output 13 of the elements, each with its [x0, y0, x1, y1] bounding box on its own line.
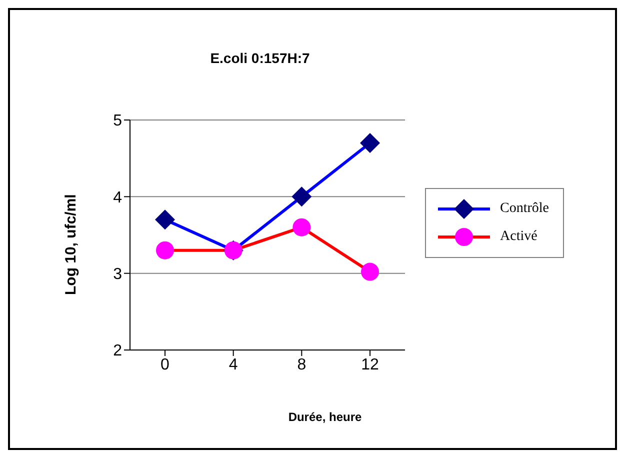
legend-label: Contrôle — [500, 201, 549, 217]
x-tick-label: 12 — [361, 356, 379, 374]
x-axis-title: Durée, heure — [287, 410, 363, 424]
y-tick-label: 4 — [113, 189, 122, 206]
chart-title: E.coli 0:157H:7 — [209, 50, 311, 66]
x-tick-label: 8 — [297, 356, 306, 374]
x-tick-label: 0 — [160, 356, 170, 374]
legend-label: Activé — [500, 229, 538, 245]
y-axis-title: Log 10, ufc/ml — [62, 194, 80, 295]
x-tick-label: 4 — [228, 356, 238, 374]
y-tick-label: 5 — [113, 112, 122, 130]
y-tick-label: 2 — [113, 342, 122, 360]
y-tick-label: 3 — [113, 266, 122, 284]
